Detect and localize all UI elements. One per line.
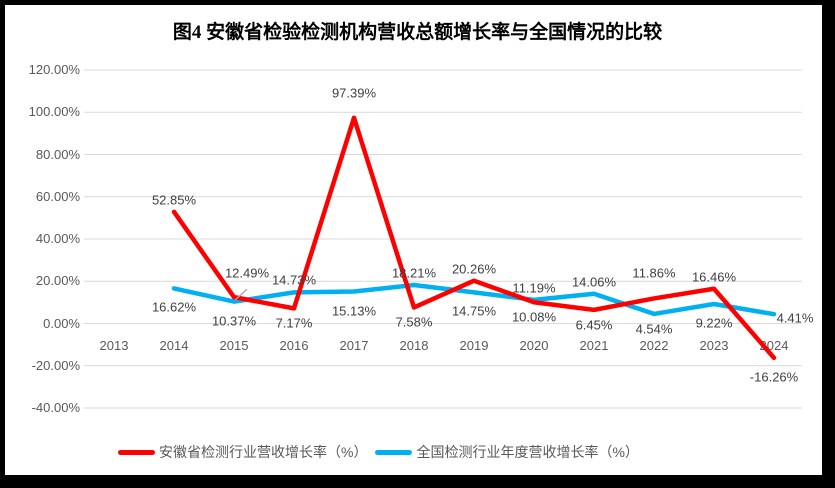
legend-label-national: 全国检测行业年度营收增长率（%） [416, 444, 639, 460]
y-tick-label: -20.00% [31, 357, 80, 373]
data-label-national-2014: 16.62% [151, 299, 197, 315]
x-tick-label: 2016 [279, 338, 309, 353]
frame-border-right [822, 0, 835, 488]
y-tick-label: 100.00% [28, 104, 80, 120]
y-tick-label: 120.00% [28, 62, 80, 77]
y-tick-label: 40.00% [35, 231, 80, 246]
data-label-national-2020: 11.19% [512, 280, 556, 296]
data-label-anhui-2022: 11.86% [632, 265, 676, 281]
x-tick-label: 2017 [339, 338, 369, 353]
legend-swatch-national [375, 449, 413, 455]
legend-item-national: 全国检测行业年度营收增长率（%） [375, 442, 639, 462]
data-label-anhui-2024: -16.26% [749, 369, 799, 385]
x-tick-label: 2022 [639, 338, 669, 353]
y-tick-label: 20.00% [35, 273, 80, 289]
data-label-anhui-2021: 6.45% [575, 317, 613, 333]
data-label-national-2015: 10.37% [211, 313, 257, 329]
x-tick-label: 2015 [219, 338, 249, 353]
x-tick-label: 2021 [579, 338, 609, 353]
data-label-anhui-2017: 97.39% [331, 85, 377, 101]
data-label-anhui-2016: 7.17% [275, 315, 313, 331]
label-leader-line [234, 288, 248, 301]
x-tick-label: 2014 [159, 338, 189, 353]
x-tick-label: 2018 [399, 338, 429, 353]
data-label-national-2019: 14.75% [451, 303, 497, 319]
chart-title: 图4 安徽省检验检测机构营收总额增长率与全国情况的比较 [172, 22, 663, 43]
data-label-anhui-2015: 12.49% [224, 265, 270, 281]
data-label-national-2017: 15.13% [331, 303, 377, 319]
data-label-anhui-2020: 10.08% [511, 309, 557, 325]
data-label-anhui-2019: 20.26% [451, 261, 497, 277]
data-label-national-2018: 18.21% [391, 265, 437, 281]
data-label-anhui-2014: 52.85% [151, 192, 197, 208]
data-label-national-2023: 9.22% [695, 315, 733, 331]
y-tick-label: -40.00% [31, 400, 80, 415]
data-label-national-2024: 4.41% [776, 310, 814, 326]
data-label-anhui-2023: 16.46% [691, 269, 737, 285]
series-line-national [171, 282, 777, 317]
y-tick-label: 0.00% [43, 315, 80, 331]
legend: 安徽省检测行业营收增长率（%） 全国检测行业年度营收增长率（%） [118, 441, 639, 463]
y-tick-label: 60.00% [35, 188, 80, 204]
legend-item-anhui: 安徽省检测行业营收增长率（%） [118, 442, 367, 462]
x-tick-label: 2020 [519, 338, 549, 353]
data-label-national-2016: 14.73% [271, 272, 317, 288]
x-tick-label: 2019 [459, 338, 489, 353]
frame-border-left [0, 0, 5, 488]
frame-border-bottom [0, 475, 835, 488]
y-tick-label: 80.00% [35, 146, 80, 162]
data-label-national-2021: 14.06% [571, 274, 617, 290]
frame-border-top [0, 0, 835, 5]
legend-swatch-anhui [118, 449, 155, 455]
data-label-national-2022: 4.54% [635, 321, 673, 337]
legend-label-anhui: 安徽省检测行业营收增长率（%） [159, 444, 368, 460]
x-tick-label: 2023 [699, 338, 729, 353]
series-line-anhui [171, 115, 777, 361]
data-label-anhui-2018: 7.58% [395, 314, 433, 330]
x-tick-label: 2013 [99, 338, 129, 353]
